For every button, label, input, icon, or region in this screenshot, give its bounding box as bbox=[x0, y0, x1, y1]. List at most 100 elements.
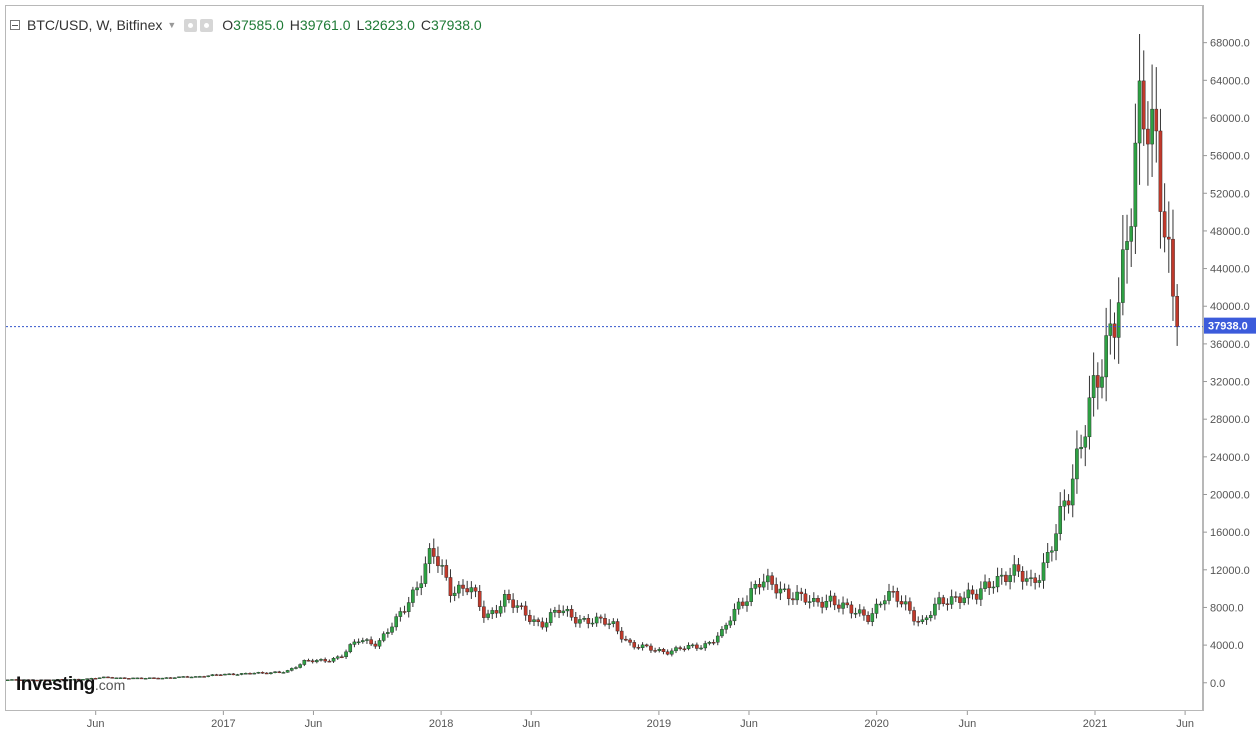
collapse-legend-icon[interactable] bbox=[10, 20, 20, 30]
candle-up bbox=[223, 673, 227, 676]
candle-down bbox=[139, 677, 144, 680]
candle-down bbox=[1158, 130, 1163, 212]
candle-down bbox=[168, 677, 173, 679]
candle-down bbox=[661, 649, 666, 652]
candle-up bbox=[331, 658, 336, 662]
candle-up bbox=[394, 616, 398, 628]
candle-down bbox=[519, 605, 524, 607]
candle-up bbox=[920, 619, 925, 622]
candle-up bbox=[1075, 448, 1079, 480]
candle-up bbox=[457, 584, 461, 594]
candle-up bbox=[440, 565, 444, 567]
candle-up bbox=[1133, 142, 1138, 227]
candle-down bbox=[741, 601, 745, 606]
y-tick-label: 60000.0 bbox=[1210, 113, 1250, 125]
candle-up bbox=[210, 674, 215, 676]
candle-down bbox=[799, 591, 804, 595]
candle-up bbox=[135, 677, 140, 680]
candle-down bbox=[43, 679, 48, 681]
candle-down bbox=[1141, 80, 1146, 130]
y-tick-label: 68000.0 bbox=[1210, 38, 1250, 50]
candle-up bbox=[1037, 580, 1042, 583]
candle-up bbox=[1008, 575, 1012, 582]
symbol-title[interactable]: BTC/USD, W, Bitfinex bbox=[27, 17, 163, 33]
candle-up bbox=[995, 576, 1000, 588]
settings-icon[interactable] bbox=[184, 18, 198, 32]
candle-up bbox=[983, 581, 987, 589]
candle-up bbox=[427, 548, 432, 564]
candle-up bbox=[1029, 577, 1033, 579]
candle-up bbox=[1125, 241, 1129, 250]
candle-up bbox=[553, 609, 557, 613]
candle-up bbox=[883, 600, 887, 605]
candle-up bbox=[1108, 323, 1113, 336]
candle-up bbox=[578, 619, 582, 624]
candle-up bbox=[39, 679, 44, 681]
candle-down bbox=[891, 591, 895, 593]
candle-up bbox=[1054, 533, 1058, 552]
candle-down bbox=[895, 591, 900, 602]
candle-up bbox=[841, 602, 845, 609]
candle-up bbox=[68, 679, 73, 681]
chevron-down-icon[interactable]: ▼ bbox=[167, 20, 177, 30]
candle-up bbox=[298, 664, 302, 668]
candle-up bbox=[1129, 226, 1134, 242]
candle-down bbox=[599, 616, 603, 619]
candle-up bbox=[949, 596, 954, 605]
candle-down bbox=[323, 659, 327, 662]
candle-up bbox=[235, 674, 240, 676]
candle-down bbox=[494, 610, 499, 614]
chart-area[interactable] bbox=[5, 5, 1204, 712]
candle-up bbox=[365, 639, 369, 641]
candle-down bbox=[941, 597, 946, 604]
time-axis[interactable]: Jun 2017 Jun 2018 Jun 2019 Jun 2020 Jun 2021 Jun bbox=[5, 711, 1203, 735]
candle-down bbox=[264, 672, 269, 675]
candle-up bbox=[72, 678, 77, 681]
candle-up bbox=[887, 591, 891, 601]
x-tick-label: Jun bbox=[1176, 718, 1194, 730]
candle-up bbox=[423, 563, 428, 584]
y-tick-label: 24000.0 bbox=[1210, 452, 1250, 464]
candle-up bbox=[294, 667, 298, 669]
candle-down bbox=[431, 548, 436, 557]
candle-down bbox=[636, 647, 641, 649]
candle-up bbox=[674, 647, 678, 652]
candle-down bbox=[473, 587, 478, 592]
candle-down bbox=[945, 603, 950, 605]
candle-up bbox=[1079, 447, 1083, 450]
candle-down bbox=[277, 671, 282, 673]
candle-up bbox=[256, 672, 261, 674]
candle-up bbox=[273, 671, 277, 673]
candle-down bbox=[306, 660, 311, 662]
candle-down bbox=[60, 679, 64, 681]
candle-down bbox=[1016, 564, 1021, 572]
candle-down bbox=[373, 643, 378, 647]
price-axis[interactable]: 68000.0 64000.0 60000.0 56000.0 52000.0 48000… bbox=[1203, 5, 1260, 711]
y-tick-label: 8000.0 bbox=[1210, 602, 1244, 614]
candle-down bbox=[536, 619, 540, 623]
candle-up bbox=[335, 656, 340, 659]
candle-up bbox=[824, 601, 829, 608]
candle-down bbox=[76, 678, 81, 681]
price-axis-svg: 68000.0 64000.0 60000.0 56000.0 52000.0 48000… bbox=[1203, 5, 1256, 711]
candle-down bbox=[18, 679, 23, 681]
candle-up bbox=[452, 592, 457, 596]
candle-up bbox=[1104, 335, 1108, 378]
candle-up bbox=[1062, 500, 1067, 507]
indicator-settings-icon[interactable] bbox=[200, 18, 214, 32]
candle-down bbox=[774, 584, 779, 594]
candle-down bbox=[832, 595, 837, 606]
candle-down bbox=[557, 609, 561, 614]
candle-down bbox=[786, 588, 791, 599]
candle-up bbox=[736, 601, 741, 610]
candle-up bbox=[227, 673, 231, 676]
candle-down bbox=[678, 647, 682, 650]
candle-up bbox=[1050, 550, 1054, 553]
candle-up bbox=[966, 589, 971, 599]
candle-up bbox=[181, 676, 185, 678]
candle-up bbox=[928, 614, 933, 619]
candle-up bbox=[252, 672, 256, 675]
candle-down bbox=[202, 676, 206, 678]
candlestick-chart[interactable] bbox=[5, 6, 1204, 712]
candle-down bbox=[26, 679, 31, 681]
